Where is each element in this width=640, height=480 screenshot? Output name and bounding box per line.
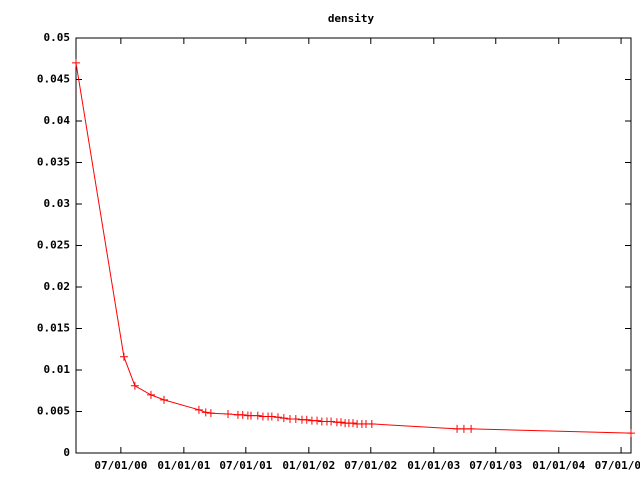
point-marker bbox=[224, 409, 233, 418]
point-marker bbox=[279, 414, 288, 423]
plot-frame bbox=[75, 37, 632, 454]
x-tick-label: 01/01/01 bbox=[157, 459, 210, 472]
x-tick-label: 01/01/02 bbox=[282, 459, 335, 472]
point-marker bbox=[291, 414, 300, 423]
point-marker bbox=[327, 417, 336, 426]
point-marker bbox=[119, 352, 128, 361]
point-marker bbox=[253, 411, 262, 420]
point-marker bbox=[146, 390, 155, 399]
y-tick-label: 0.015 bbox=[37, 322, 70, 335]
x-tick-label: 07/01/02 bbox=[344, 459, 397, 472]
point-marker bbox=[238, 410, 247, 419]
chart-title: density bbox=[328, 12, 375, 25]
y-tick-label: 0.025 bbox=[37, 239, 70, 252]
y-tick-label: 0.02 bbox=[44, 280, 71, 293]
y-tick-label: 0 bbox=[63, 446, 70, 459]
x-tick-label: 07/01/01 bbox=[219, 459, 272, 472]
point-marker bbox=[72, 58, 80, 67]
point-marker bbox=[206, 409, 215, 418]
point-marker bbox=[348, 419, 357, 428]
point-marker bbox=[302, 415, 311, 424]
point-marker bbox=[337, 418, 346, 427]
x-tick-label: 07/01/04 bbox=[595, 459, 640, 472]
y-tick-label: 0.05 bbox=[44, 31, 71, 44]
y-tick-label: 0.035 bbox=[37, 156, 70, 169]
y-tick-label: 0.03 bbox=[44, 197, 71, 210]
point-marker bbox=[130, 381, 139, 390]
y-tick-label: 0.045 bbox=[37, 73, 70, 86]
point-marker bbox=[627, 429, 635, 438]
point-marker bbox=[313, 416, 322, 425]
point-marker bbox=[467, 424, 476, 433]
x-tick-label: 07/01/03 bbox=[469, 459, 522, 472]
x-tick-label: 01/01/03 bbox=[407, 459, 460, 472]
point-marker bbox=[267, 412, 276, 421]
y-tick-label: 0.01 bbox=[44, 363, 71, 376]
x-tick-label: 01/01/04 bbox=[532, 459, 585, 472]
line bbox=[75, 62, 632, 434]
point-marker bbox=[201, 408, 210, 417]
y-tick-label: 0.005 bbox=[37, 405, 70, 418]
point-marker bbox=[194, 405, 203, 414]
point-marker bbox=[159, 395, 168, 404]
point-marker bbox=[367, 419, 376, 428]
y-tick-label: 0.04 bbox=[44, 114, 71, 127]
point-marker bbox=[246, 411, 255, 420]
point-marker bbox=[453, 424, 462, 433]
point-marker bbox=[274, 413, 283, 422]
x-tick-label: 07/01/00 bbox=[94, 459, 147, 472]
point-marker bbox=[459, 424, 468, 433]
